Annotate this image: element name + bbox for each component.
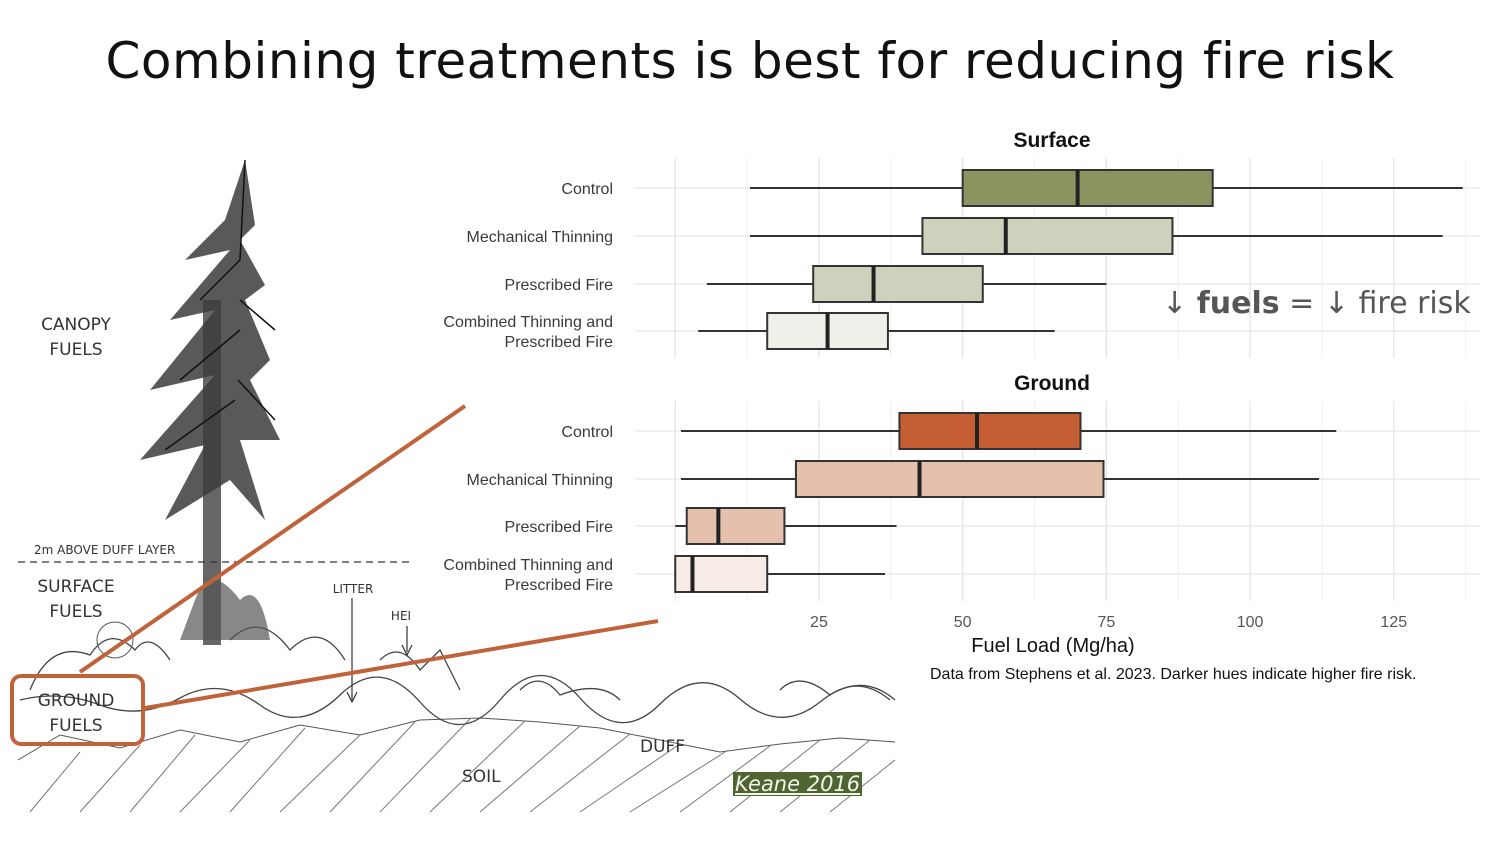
slide-title: Combining treatments is best for reducin… <box>105 32 1395 90</box>
category-label: Prescribed Fire <box>505 519 614 536</box>
canopy-fuels-label-2: FUELS <box>49 340 102 360</box>
soil-label: SOIL <box>462 767 501 787</box>
category-label: Control <box>561 181 613 198</box>
down-arrow-icon: ↓ <box>1323 286 1349 321</box>
canopy-fuels-label: CANOPY <box>41 315 111 335</box>
ground-fuels-label-2: FUELS <box>49 716 102 736</box>
box-surface <box>812 265 984 303</box>
source-note: Data from Stephens et al. 2023. Darker h… <box>930 666 1417 683</box>
category-label: Control <box>561 424 613 441</box>
box-surface <box>961 169 1214 207</box>
down-arrow-icon: ↓ <box>1162 286 1188 321</box>
x-axis-ticks: 25 50 75 100 125 <box>810 614 1407 631</box>
ground-fuels-callout <box>10 404 659 746</box>
panel-title-surface: Surface <box>1013 129 1090 152</box>
annotation-fuels: fuels <box>1196 286 1280 321</box>
x-axis-title: Fuel Load (Mg/ha) <box>971 635 1134 657</box>
category-label: Prescribed Fire <box>505 277 614 294</box>
x-tick-label: 125 <box>1380 614 1407 631</box>
surface-fuels-label: SURFACE <box>37 577 114 597</box>
category-label: Mechanical Thinning <box>467 229 613 246</box>
panel-title-ground: Ground <box>1014 372 1090 395</box>
ground-panel: Control Mechanical Thinning Prescribed Fir… <box>443 401 1480 601</box>
surface-fuels-label-2: FUELS <box>49 602 102 622</box>
x-tick-label: 50 <box>954 614 972 631</box>
box-ground <box>898 412 1082 450</box>
fuel-risk-annotation: ↓ fuels = ↓ fire risk <box>1162 286 1471 321</box>
x-tick-label: 25 <box>810 614 828 631</box>
duff-layer-label: 2m ABOVE DUFF LAYER <box>34 543 175 557</box>
ground-fuels-label: GROUND <box>38 691 115 711</box>
litter-label: LITTER <box>333 582 374 596</box>
hei-label: HEI <box>391 609 411 623</box>
soil-hatching <box>17 717 896 813</box>
box-surface <box>921 217 1174 255</box>
conifer-tree <box>96 159 280 659</box>
duff-label: DUFF <box>640 737 685 757</box>
litter-arrow <box>346 598 413 704</box>
category-label: Mechanical Thinning <box>467 472 613 489</box>
box-ground <box>674 555 769 593</box>
x-tick-label: 75 <box>1097 614 1115 631</box>
surface-panel: Control Mechanical Thinning Prescribed Fir… <box>443 158 1480 358</box>
x-tick-label: 100 <box>1237 614 1264 631</box>
citation-keane[interactable]: Keane 2016 <box>733 772 863 796</box>
box-ground <box>685 507 786 545</box>
category-label: Combined Thinning and Prescribed Fire <box>443 557 613 594</box>
annotation-fire-risk: fire risk <box>1358 286 1471 321</box>
box-ground <box>794 460 1105 498</box>
annotation-equals: = <box>1289 286 1315 321</box>
category-label: Combined Thinning and Prescribed Fire <box>443 314 613 351</box>
